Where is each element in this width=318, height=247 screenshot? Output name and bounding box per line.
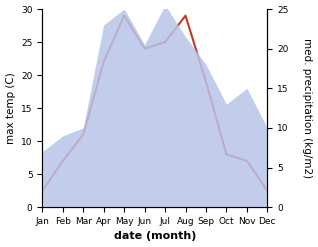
X-axis label: date (month): date (month) [114, 231, 196, 242]
Y-axis label: max temp (C): max temp (C) [5, 72, 16, 144]
Y-axis label: med. precipitation (kg/m2): med. precipitation (kg/m2) [302, 38, 313, 178]
